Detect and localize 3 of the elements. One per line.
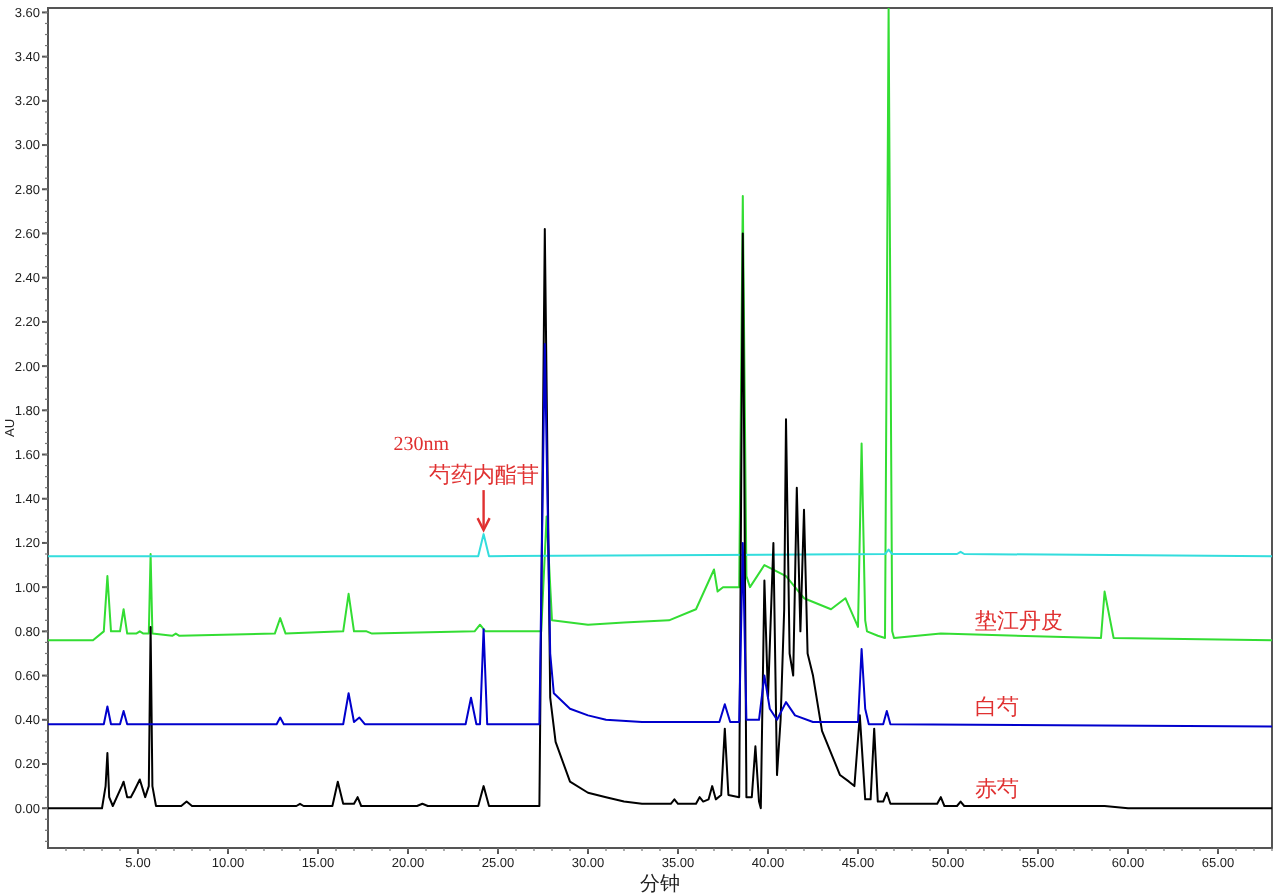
xlabel: 分钟 xyxy=(640,874,680,894)
annotation: 芍药内酯苷 xyxy=(428,464,539,489)
annotation: 230nm xyxy=(393,434,450,457)
